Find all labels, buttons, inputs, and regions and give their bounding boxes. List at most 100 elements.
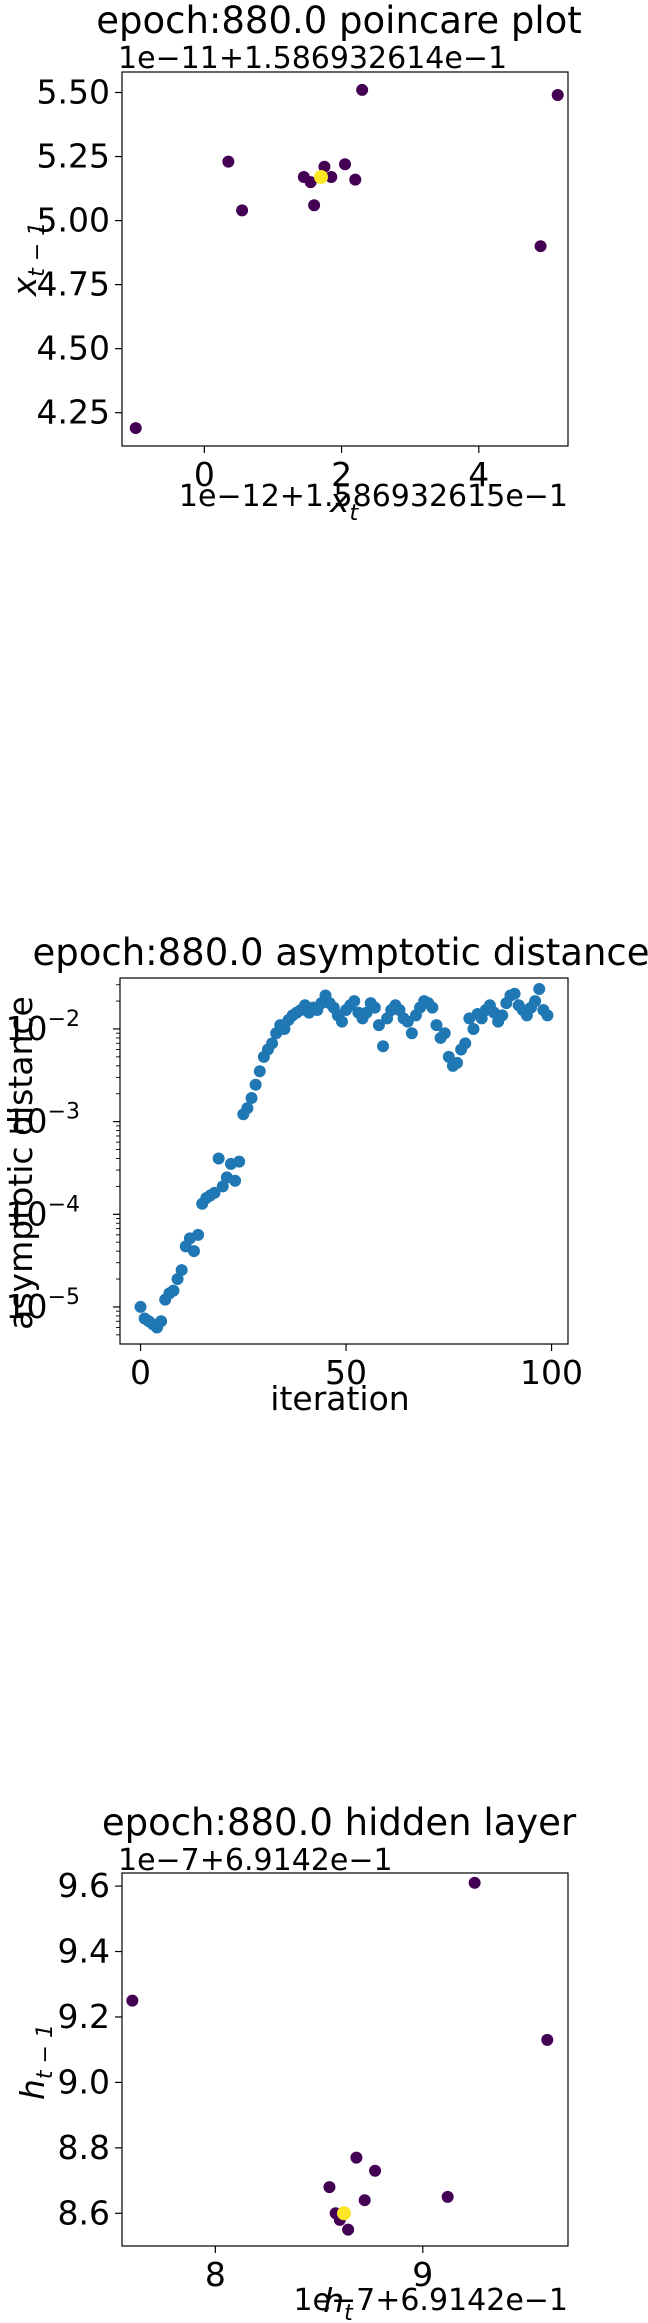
data-point [175, 1264, 188, 1277]
y-tick-label: 5.25 [37, 137, 110, 176]
data-point [369, 2164, 382, 2177]
x-axis-label: iteration [270, 1379, 409, 1418]
data-point [356, 83, 369, 96]
data-point [350, 2151, 363, 2164]
data-point [212, 1152, 225, 1165]
data-point [167, 1284, 180, 1297]
data-point [368, 1001, 381, 1014]
data-point [245, 1091, 258, 1104]
data-point [187, 1245, 200, 1258]
y-tick-label: 9.6 [58, 1866, 110, 1905]
y-tick-label: 8.6 [58, 2193, 110, 2232]
data-point [129, 422, 142, 435]
plot-area [119, 977, 569, 1345]
data-point [541, 2033, 554, 2046]
chart-title: epoch:880.0 asymptotic distance [32, 931, 648, 974]
x-tick-label: 50 [325, 1353, 367, 1392]
data-point [308, 199, 321, 212]
data-point [358, 2194, 371, 2207]
data-point [208, 1186, 221, 1199]
y-axis-label: ht − 1 [13, 2024, 58, 2100]
data-point [426, 1001, 439, 1014]
plot-area [121, 71, 569, 447]
poincare-plot-chart: epoch:880.0 poincare plot 1e−11+1.586932… [5, 0, 582, 526]
data-point [377, 1040, 390, 1053]
data-point [304, 176, 317, 189]
data-point [192, 1228, 205, 1241]
data-point [534, 240, 547, 253]
x-tick-label: 100 [520, 1353, 583, 1392]
data-point [468, 1876, 481, 1889]
data-point [533, 982, 546, 995]
y-tick-label: 9.0 [58, 2062, 110, 2101]
y-axis-label: xt − 1 [5, 222, 50, 298]
data-point [233, 1155, 246, 1168]
data-point [339, 158, 351, 171]
data-point [401, 1015, 414, 1028]
data-point [325, 171, 338, 184]
x-tick-label: 2 [331, 455, 352, 494]
y-tick-label: 4.50 [37, 329, 110, 368]
data-point [278, 1022, 291, 1035]
data-point [126, 1994, 139, 2007]
y-tick-label: 9.4 [58, 1932, 110, 1971]
data-point [372, 1019, 385, 1032]
y-tick-label: 8.8 [58, 2128, 110, 2167]
data-point [438, 1027, 451, 1040]
data-point [222, 155, 235, 168]
y-tick-label: 4.25 [37, 393, 110, 432]
y-tick-label: 5.00 [37, 201, 110, 240]
data-point [253, 1065, 266, 1078]
y-tick-label: 4.75 [37, 265, 110, 304]
hidden-layer-chart: epoch:880.0 hidden layer 1e−7+6.9142e−1 … [13, 1801, 577, 2323]
data-point [216, 1180, 229, 1193]
data-point [241, 1102, 254, 1115]
data-point [508, 987, 521, 1000]
chart-title: epoch:880.0 poincare plot [96, 0, 582, 42]
y-tick-label: 10−2 [6, 1007, 80, 1048]
data-point [405, 1027, 418, 1040]
x-tick-label: 9 [412, 2255, 433, 2294]
highlight-point [313, 170, 328, 185]
data-point [335, 1015, 348, 1028]
y-tick-label: 10−5 [6, 1285, 80, 1326]
data-point [155, 1315, 168, 1328]
data-point [171, 1273, 184, 1286]
y-offset-text: 1e−11+1.586932614e−1 [118, 41, 507, 76]
data-point [134, 1300, 147, 1313]
plot-area [121, 1872, 569, 2247]
data-point [442, 1050, 455, 1063]
x-tick-label: 4 [468, 455, 489, 494]
data-point [349, 173, 362, 186]
data-point [459, 1037, 472, 1050]
y-tick-label: 10−4 [6, 1192, 80, 1233]
x-tick-label: 0 [130, 1353, 151, 1392]
data-point [541, 1009, 554, 1022]
data-point [236, 204, 249, 217]
highlight-point [336, 2206, 351, 2221]
data-point [467, 1022, 480, 1035]
data-point [342, 2223, 355, 2236]
data-point [249, 1078, 262, 1091]
asymptotic-distance-chart: epoch:880.0 asymptotic distance 10−5 10−4… [1, 931, 648, 1418]
data-point [318, 160, 331, 173]
data-point [229, 1174, 242, 1187]
data-point [441, 2190, 454, 2203]
data-point [266, 1037, 279, 1050]
data-point [348, 995, 361, 1008]
x-offset-text: 1e−7+6.9142e−1 [293, 2283, 568, 2318]
chart-title: epoch:880.0 hidden layer [102, 1801, 577, 1844]
y-offset-text: 1e−7+6.9142e−1 [118, 1843, 393, 1878]
data-point [451, 1056, 464, 1069]
data-point [323, 2181, 336, 2194]
data-point [529, 995, 542, 1008]
x-offset-text: 1e−12+1.586932615e−1 [179, 479, 568, 514]
y-tick-label: 5.50 [37, 72, 110, 111]
y-axis-label: asymptotic distance [1, 996, 40, 1330]
data-point [430, 1019, 443, 1032]
data-point [496, 1009, 509, 1022]
x-tick-label: 0 [194, 455, 215, 494]
y-tick-label: 9.2 [58, 1997, 110, 2036]
y-tick-label: 10−3 [6, 1100, 80, 1141]
data-point [551, 89, 564, 102]
